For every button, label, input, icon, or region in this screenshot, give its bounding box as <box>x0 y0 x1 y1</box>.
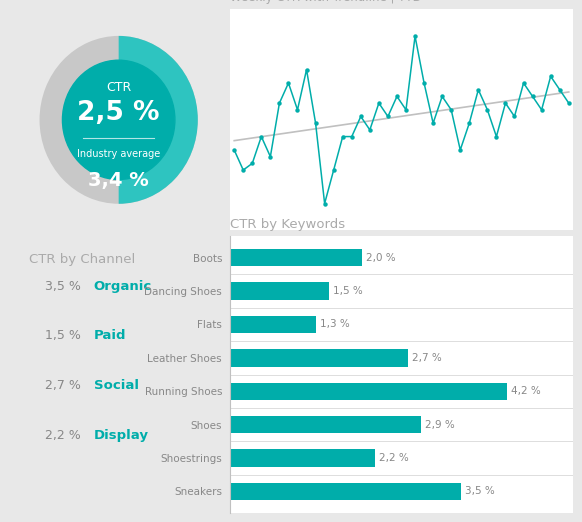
Text: 2,9 %: 2,9 % <box>425 420 455 430</box>
FancyBboxPatch shape <box>21 414 216 457</box>
Text: Social: Social <box>94 379 139 392</box>
Text: 2,7 %: 2,7 % <box>45 379 81 392</box>
Text: 3,5 %: 3,5 % <box>465 487 495 496</box>
Text: Industry average: Industry average <box>77 149 160 159</box>
Text: Display: Display <box>94 429 148 442</box>
Text: 2,5 %: 2,5 % <box>77 100 160 126</box>
Text: 1,3 %: 1,3 % <box>320 319 349 329</box>
Bar <box>230 449 375 467</box>
Text: Weekly CTR with Trendline | YTD: Weekly CTR with Trendline | YTD <box>230 0 421 4</box>
Text: 2,0 %: 2,0 % <box>366 253 395 263</box>
Bar <box>230 383 507 400</box>
Text: 1,5 %: 1,5 % <box>333 286 363 296</box>
Text: 2,2 %: 2,2 % <box>45 429 81 442</box>
Text: 4,2 %: 4,2 % <box>511 386 541 396</box>
Text: 1,5 %: 1,5 % <box>45 329 81 342</box>
Text: 3,4 %: 3,4 % <box>88 171 149 190</box>
Text: CTR: CTR <box>106 81 132 94</box>
Bar <box>230 416 421 433</box>
Bar <box>230 483 461 500</box>
Text: CTR by Channel: CTR by Channel <box>29 253 136 266</box>
Bar <box>230 349 408 366</box>
Text: 3,5 %: 3,5 % <box>45 280 81 293</box>
Circle shape <box>62 60 175 180</box>
Bar <box>230 282 329 300</box>
Text: CTR by Keywords: CTR by Keywords <box>230 218 345 231</box>
Text: 2,7 %: 2,7 % <box>412 353 442 363</box>
FancyBboxPatch shape <box>21 364 216 407</box>
Text: Organic: Organic <box>94 280 152 293</box>
Bar <box>230 316 315 333</box>
FancyBboxPatch shape <box>21 265 216 308</box>
Text: Paid: Paid <box>94 329 126 342</box>
FancyBboxPatch shape <box>21 314 216 358</box>
Bar <box>230 249 362 266</box>
Wedge shape <box>40 36 198 204</box>
Wedge shape <box>119 36 198 204</box>
Text: 2,2 %: 2,2 % <box>379 453 409 463</box>
